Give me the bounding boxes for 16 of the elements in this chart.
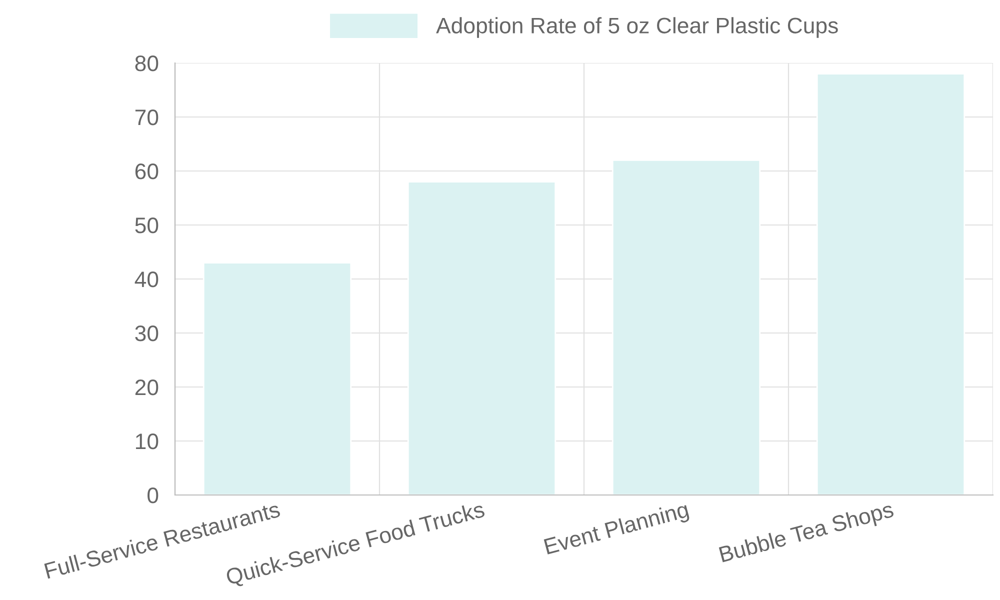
y-tick-label: 30 [135,326,158,342]
y-tick-label: 0 [148,488,158,504]
y-tick-label: 20 [135,380,158,396]
bar [407,181,556,495]
y-tick-label: 80 [135,56,158,72]
y-tick-label: 10 [136,434,158,450]
bar [202,262,352,495]
x-tick-label: Bubble Tea Shops [718,500,896,567]
bar [816,73,966,495]
x-tick-label: Event Planning [544,500,690,559]
y-tick-label: 50 [135,218,158,234]
y-tick-label: 40 [134,272,158,288]
y-tick-label: 70 [135,110,158,126]
y-tick-label: 60 [135,164,158,180]
bar [612,160,761,495]
legend-label: Adoption Rate of 5 oz Clear Plastic Cups [436,17,838,38]
